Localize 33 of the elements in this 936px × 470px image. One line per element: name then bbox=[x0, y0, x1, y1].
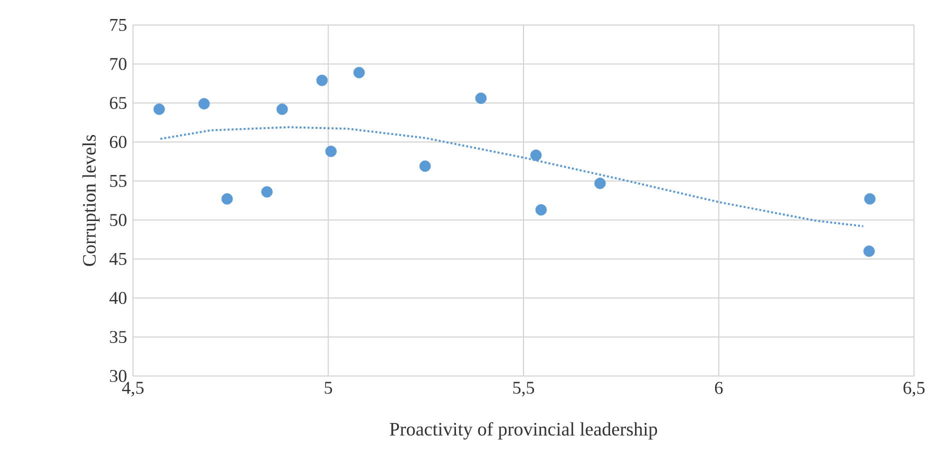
point bbox=[261, 186, 273, 198]
y-tick-label: 75 bbox=[110, 19, 126, 31]
y-axis-title: Corruption levels bbox=[82, 134, 100, 266]
x-tick-label: 4,5 bbox=[122, 382, 144, 396]
line-series bbox=[159, 126, 864, 228]
point bbox=[325, 146, 337, 158]
point bbox=[863, 245, 875, 257]
y-tick-label: 45 bbox=[109, 252, 126, 265]
y-tick-label: 70 bbox=[110, 58, 126, 70]
x-tick-label: 6,5 bbox=[904, 382, 925, 397]
x-tick-label: 6 bbox=[715, 382, 723, 394]
point bbox=[316, 74, 328, 86]
y-tick-label: 50 bbox=[110, 214, 126, 226]
point bbox=[530, 150, 542, 161]
point bbox=[198, 98, 210, 110]
y-tick-label: 60 bbox=[110, 136, 126, 148]
point bbox=[153, 104, 165, 115]
x-axis-title: Proactivity of provincial leadership bbox=[390, 422, 658, 440]
point bbox=[864, 193, 876, 205]
x-tick-label: 5,5 bbox=[513, 382, 534, 396]
y-tick-label: 55 bbox=[110, 175, 126, 187]
point bbox=[221, 193, 233, 205]
point bbox=[535, 204, 547, 216]
x-tick-label: 5 bbox=[324, 382, 332, 394]
y-tick-label: 65 bbox=[110, 96, 126, 110]
y-tick-label: 40 bbox=[109, 292, 126, 304]
y-tick-label: 30 bbox=[110, 370, 126, 382]
point bbox=[594, 178, 606, 190]
point bbox=[475, 92, 487, 104]
point bbox=[419, 160, 431, 172]
point bbox=[353, 66, 365, 78]
y-tick-label: 35 bbox=[110, 330, 126, 344]
point bbox=[276, 104, 288, 115]
